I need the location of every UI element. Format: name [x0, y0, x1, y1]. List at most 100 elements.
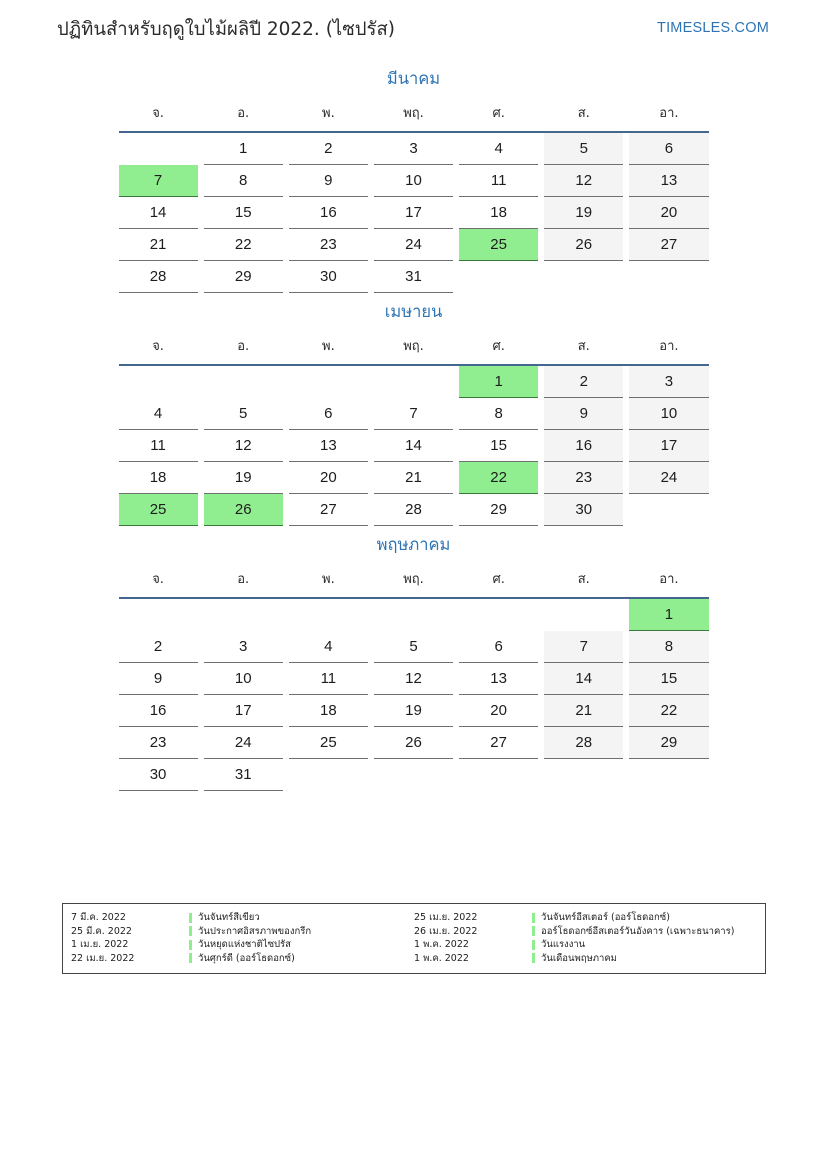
- day-cell[interactable]: 9: [288, 165, 368, 197]
- day-cell[interactable]: 20: [288, 462, 368, 494]
- day-cell-weekend[interactable]: 16: [544, 430, 624, 462]
- day-cell-holiday[interactable]: 1: [629, 599, 709, 631]
- day-cell[interactable]: 18: [288, 695, 368, 727]
- day-cell[interactable]: 12: [373, 663, 454, 695]
- day-cell-weekend[interactable]: 15: [629, 663, 709, 695]
- day-cell[interactable]: 18: [459, 197, 539, 229]
- legend-label: วันจันทร์อีสเตอร์ (ออร์โธดอกซ์): [541, 912, 670, 923]
- day-cell-weekend[interactable]: 7: [544, 631, 624, 663]
- day-cell[interactable]: 8: [203, 165, 283, 197]
- day-cell-holiday[interactable]: 25: [459, 229, 539, 261]
- day-cell-weekend[interactable]: 13: [629, 165, 709, 197]
- day-cell-weekend[interactable]: 17: [629, 430, 709, 462]
- day-cell[interactable]: 11: [288, 663, 368, 695]
- day-cell-empty: [459, 759, 538, 791]
- day-cell[interactable]: 17: [203, 695, 283, 727]
- day-cell-holiday[interactable]: 7: [118, 165, 198, 197]
- day-cell[interactable]: 26: [373, 727, 454, 759]
- day-cell[interactable]: 10: [203, 663, 283, 695]
- day-cell[interactable]: 14: [118, 197, 198, 229]
- day-cell-weekend[interactable]: 22: [629, 695, 709, 727]
- day-cell[interactable]: 7: [373, 398, 454, 430]
- day-cell[interactable]: 10: [373, 165, 454, 197]
- day-cell[interactable]: 23: [288, 229, 368, 261]
- day-cell[interactable]: 13: [288, 430, 368, 462]
- day-cell-holiday[interactable]: 25: [118, 494, 198, 526]
- day-cell[interactable]: 20: [459, 695, 539, 727]
- day-cell[interactable]: 15: [459, 430, 539, 462]
- day-cell[interactable]: 5: [373, 631, 454, 663]
- day-cell[interactable]: 30: [288, 261, 368, 293]
- day-cell[interactable]: 29: [459, 494, 539, 526]
- day-cell[interactable]: 31: [203, 759, 283, 791]
- day-cell-holiday[interactable]: 26: [203, 494, 283, 526]
- day-cell[interactable]: 11: [118, 430, 198, 462]
- day-cell[interactable]: 14: [373, 430, 454, 462]
- day-cell[interactable]: 29: [203, 261, 283, 293]
- day-cell-weekend[interactable]: 3: [629, 366, 709, 398]
- day-cell[interactable]: 5: [203, 398, 283, 430]
- day-cell[interactable]: 6: [288, 398, 368, 430]
- day-cell-weekend[interactable]: 19: [544, 197, 624, 229]
- day-cell-holiday[interactable]: 22: [459, 462, 539, 494]
- day-cell[interactable]: 8: [459, 398, 539, 430]
- day-cell[interactable]: 28: [118, 261, 198, 293]
- day-cell-weekend[interactable]: 23: [544, 462, 624, 494]
- page-header: ปฏิทินสำหรับฤดูใบไม้ผลิปี 2022. (ไซปรัส)…: [0, 16, 827, 52]
- day-cell[interactable]: 17: [373, 197, 454, 229]
- day-cell-weekend[interactable]: 29: [629, 727, 709, 759]
- day-cell[interactable]: 12: [203, 430, 283, 462]
- weekday-header-row: จ. อ. พ. พฤ. ศ. ส. อา.: [119, 102, 709, 130]
- day-cell[interactable]: 21: [373, 462, 454, 494]
- day-cell-weekend[interactable]: 14: [544, 663, 624, 695]
- day-cell[interactable]: 19: [373, 695, 454, 727]
- day-cell[interactable]: 18: [118, 462, 198, 494]
- day-cell[interactable]: 24: [373, 229, 454, 261]
- day-cell[interactable]: 4: [459, 133, 539, 165]
- day-cell-weekend[interactable]: 5: [544, 133, 624, 165]
- day-cell-weekend[interactable]: 10: [629, 398, 709, 430]
- day-cell[interactable]: 24: [203, 727, 283, 759]
- day-cell[interactable]: 11: [459, 165, 539, 197]
- day-cell-weekend[interactable]: 2: [544, 366, 624, 398]
- day-cell[interactable]: 19: [203, 462, 283, 494]
- day-cell[interactable]: 22: [203, 229, 283, 261]
- day-cell[interactable]: 4: [288, 631, 368, 663]
- day-cell-weekend[interactable]: 27: [629, 229, 709, 261]
- day-cell-holiday[interactable]: 1: [459, 366, 539, 398]
- day-cell[interactable]: 13: [459, 663, 539, 695]
- day-cell[interactable]: 27: [288, 494, 368, 526]
- day-cell[interactable]: 1: [203, 133, 283, 165]
- day-cell[interactable]: 27: [459, 727, 539, 759]
- day-cell-weekend[interactable]: 30: [544, 494, 624, 526]
- day-cell[interactable]: 31: [373, 261, 454, 293]
- day-cell[interactable]: 9: [118, 663, 198, 695]
- day-cell[interactable]: 3: [203, 631, 283, 663]
- legend-item: 25 เม.ย. 2022 วันจันทร์อีสเตอร์ (ออร์โธดอ…: [414, 911, 757, 925]
- brand-link[interactable]: TIMESLES.COM: [657, 20, 769, 36]
- day-cell[interactable]: 16: [288, 197, 368, 229]
- day-cell[interactable]: 28: [373, 494, 454, 526]
- day-cell-weekend[interactable]: 21: [544, 695, 624, 727]
- day-cell-weekend[interactable]: 20: [629, 197, 709, 229]
- day-cell[interactable]: 3: [373, 133, 454, 165]
- day-cell-weekend[interactable]: 26: [544, 229, 624, 261]
- day-cell[interactable]: 25: [288, 727, 368, 759]
- day-cell[interactable]: 16: [118, 695, 198, 727]
- day-cell[interactable]: 23: [118, 727, 198, 759]
- day-cell-weekend[interactable]: 9: [544, 398, 624, 430]
- day-cell[interactable]: 30: [118, 759, 198, 791]
- day-cell[interactable]: 6: [459, 631, 539, 663]
- day-cell-weekend[interactable]: 28: [544, 727, 624, 759]
- weekday-header: พ.: [322, 339, 335, 354]
- day-cell[interactable]: 21: [118, 229, 198, 261]
- day-cell[interactable]: 15: [203, 197, 283, 229]
- day-cell[interactable]: 2: [288, 133, 368, 165]
- day-cell-weekend[interactable]: 6: [629, 133, 709, 165]
- day-cell-weekend[interactable]: 12: [544, 165, 624, 197]
- day-cell[interactable]: 4: [118, 398, 198, 430]
- day-cell-weekend[interactable]: 24: [629, 462, 709, 494]
- day-cell-weekend[interactable]: 8: [629, 631, 709, 663]
- day-cell[interactable]: 2: [118, 631, 198, 663]
